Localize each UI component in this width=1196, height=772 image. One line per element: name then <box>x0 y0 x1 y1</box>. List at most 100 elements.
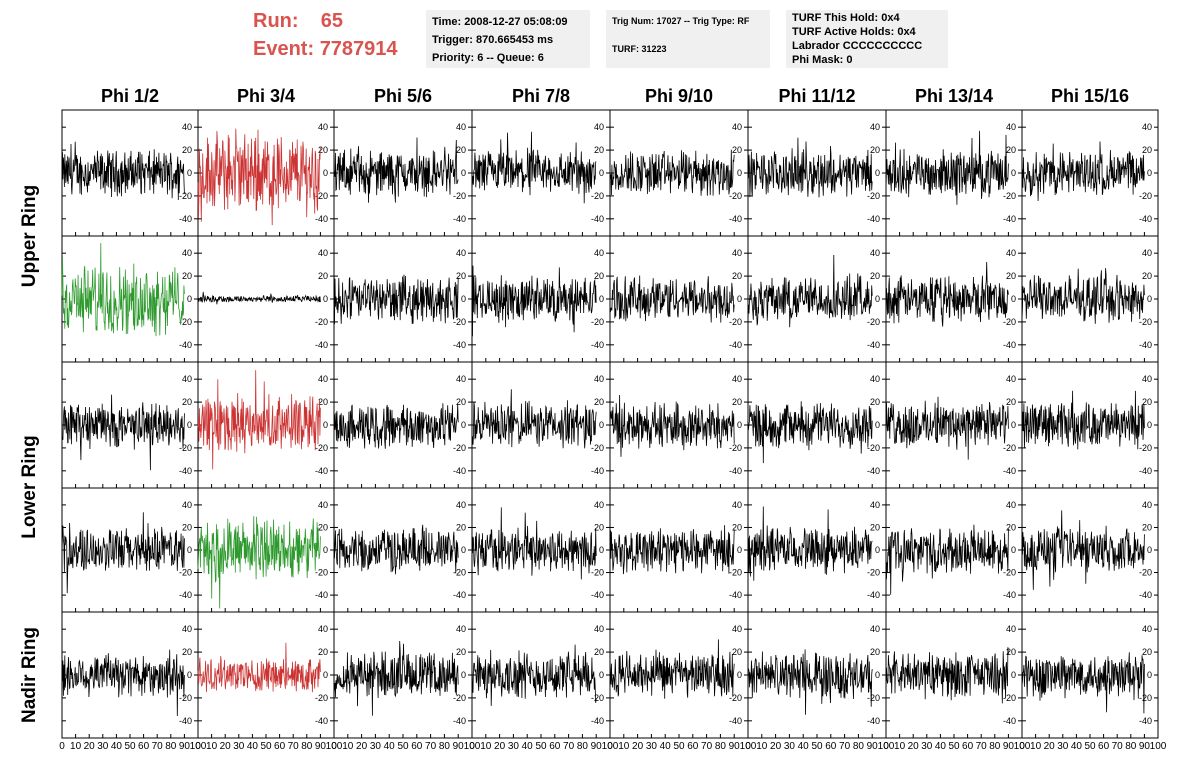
x-tick-label: 50 <box>397 741 409 752</box>
x-tick-label: 60 <box>274 741 286 752</box>
y-tick-label: 20 <box>318 397 328 407</box>
y-tick-label: -40 <box>315 214 328 224</box>
column-header: Phi 11/12 <box>778 86 856 106</box>
y-tick-label: -20 <box>179 443 192 453</box>
y-tick-label: -40 <box>867 340 880 350</box>
y-tick-label: -20 <box>1003 191 1016 201</box>
waveform-series <box>333 403 459 449</box>
x-tick-label: 30 <box>508 741 520 752</box>
y-tick-label: 0 <box>1147 294 1152 304</box>
trig-num-line: Trig Num: 17027 -- Trig Type: RF <box>612 16 750 26</box>
y-tick-label: 20 <box>870 647 880 657</box>
y-tick-label: -20 <box>867 443 880 453</box>
y-tick-label: 20 <box>318 647 328 657</box>
y-tick-label: 40 <box>456 248 466 258</box>
waveform-series <box>1021 390 1145 450</box>
trigger-info-box: Trig Num: 17027 -- Trig Type: RF TURF: 3… <box>606 10 770 68</box>
y-tick-label: -20 <box>729 568 742 578</box>
y-tick-label: 40 <box>732 500 742 510</box>
y-tick-label: -20 <box>729 443 742 453</box>
x-tick-label: 0 <box>59 741 65 752</box>
waveform-series <box>885 130 1009 205</box>
x-tick-label: 60 <box>138 741 150 752</box>
x-tick-label: 100 <box>464 741 481 752</box>
y-tick-label: -20 <box>1139 191 1152 201</box>
y-tick-label: -40 <box>179 214 192 224</box>
turf-info-box: TURF This Hold: 0x4 TURF Active Holds: 0… <box>786 10 948 68</box>
y-tick-label: 20 <box>732 397 742 407</box>
y-tick-label: -20 <box>1003 568 1016 578</box>
x-tick-label: 30 <box>1057 741 1069 752</box>
y-tick-label: 40 <box>1142 624 1152 634</box>
x-tick-label: 60 <box>549 741 561 752</box>
y-tick-label: 20 <box>1142 145 1152 155</box>
y-tick-label: 0 <box>461 545 466 555</box>
y-tick-label: -40 <box>729 466 742 476</box>
y-tick-label: 20 <box>182 647 192 657</box>
y-tick-label: 40 <box>456 374 466 384</box>
waveform-series <box>61 649 185 717</box>
x-tick-label: 80 <box>853 741 865 752</box>
x-tick-label: 40 <box>522 741 534 752</box>
y-tick-label: 20 <box>870 397 880 407</box>
x-tick-label: 50 <box>124 741 136 752</box>
column-header: Phi 5/6 <box>373 86 433 106</box>
y-tick-label: -20 <box>867 317 880 327</box>
event-value: 7787914 <box>319 38 398 60</box>
y-tick-label: -20 <box>591 568 604 578</box>
x-tick-label: 60 <box>962 741 974 752</box>
y-tick-label: 20 <box>594 397 604 407</box>
x-tick-label: 50 <box>948 741 960 752</box>
x-tick-label: 80 <box>165 741 177 752</box>
y-tick-label: 40 <box>182 374 192 384</box>
y-tick-label: -40 <box>453 590 466 600</box>
y-tick-label: 40 <box>594 374 604 384</box>
y-tick-label: -20 <box>729 191 742 201</box>
y-tick-label: 40 <box>182 624 192 634</box>
y-tick-label: 40 <box>318 624 328 634</box>
y-tick-label: 20 <box>318 522 328 532</box>
waveform-series <box>609 149 735 196</box>
waveform-series <box>61 141 185 201</box>
x-tick-label: 20 <box>494 741 506 752</box>
x-tick-label: 50 <box>1084 741 1096 752</box>
waveform-series <box>1021 652 1145 714</box>
y-tick-label: 20 <box>1006 522 1016 532</box>
x-tick-label: 10 <box>756 741 768 752</box>
time-info-box: Time: 2008-12-27 05:08:09 Trigger: 870.6… <box>426 10 590 68</box>
y-tick-label: -40 <box>315 466 328 476</box>
x-tick-label: 70 <box>563 741 575 752</box>
y-tick-label: -20 <box>179 317 192 327</box>
y-tick-label: 40 <box>732 122 742 132</box>
waveform-series <box>333 274 459 325</box>
column-header: Phi 9/10 <box>644 86 714 106</box>
x-tick-label: 0 <box>331 741 337 752</box>
y-tick-label: -20 <box>453 191 466 201</box>
column-header: Phi 15/16 <box>1050 86 1130 106</box>
waveform-series <box>747 506 873 581</box>
x-tick-label: 40 <box>111 741 123 752</box>
x-tick-label: 20 <box>220 741 232 752</box>
x-tick-label: 0 <box>883 741 889 752</box>
y-tick-label: -40 <box>453 466 466 476</box>
waveform-series <box>609 275 735 323</box>
y-tick-label: -20 <box>453 443 466 453</box>
y-tick-label: -40 <box>729 214 742 224</box>
x-tick-label: 70 <box>701 741 713 752</box>
x-tick-label: 100 <box>190 741 207 752</box>
run-label: Run: 65 <box>253 10 344 32</box>
x-tick-label: 90 <box>591 741 603 752</box>
y-tick-label: -40 <box>1139 214 1152 224</box>
y-tick-label: -20 <box>1003 317 1016 327</box>
x-tick-label: 70 <box>288 741 300 752</box>
y-tick-label: 0 <box>875 545 880 555</box>
x-tick-label: 80 <box>1125 741 1137 752</box>
x-tick-label: 10 <box>618 741 630 752</box>
y-tick-label: 0 <box>1011 545 1016 555</box>
waveform-series <box>61 512 185 594</box>
y-tick-label: -20 <box>591 191 604 201</box>
y-tick-label: -20 <box>867 191 880 201</box>
waveform-series <box>197 516 321 609</box>
waveform-series <box>61 394 185 471</box>
